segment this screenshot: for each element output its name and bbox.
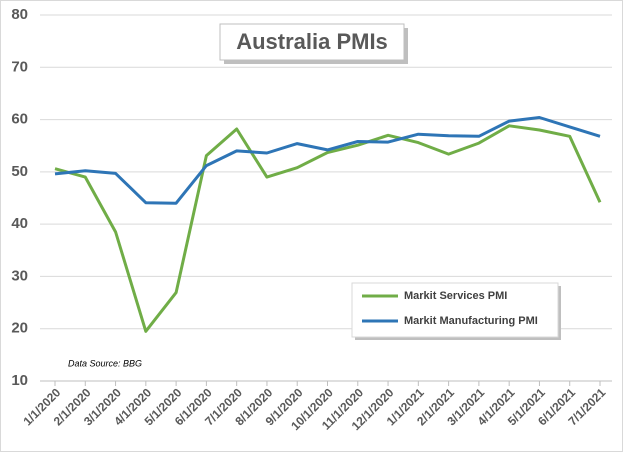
legend-label: Markit Services PMI	[404, 290, 507, 302]
y-tick-label: 50	[11, 163, 28, 180]
annotation: Data Source: BBG	[68, 358, 142, 368]
title-box	[219, 23, 405, 61]
y-tick-label: 70	[11, 58, 28, 75]
y-tick-label: 30	[11, 267, 28, 284]
y-tick-label: 60	[11, 111, 28, 128]
legend	[351, 282, 559, 338]
y-tick-label: 10	[11, 372, 28, 389]
series-line	[54, 124, 602, 333]
legend-label: Markit Manufacturing PMI	[404, 315, 538, 327]
y-tick-label: 80	[11, 6, 28, 23]
y-tick-label: 40	[11, 215, 28, 232]
series-line	[54, 116, 601, 205]
y-tick-label: 20	[11, 320, 28, 337]
chart-title: Australia PMIs	[236, 29, 388, 54]
